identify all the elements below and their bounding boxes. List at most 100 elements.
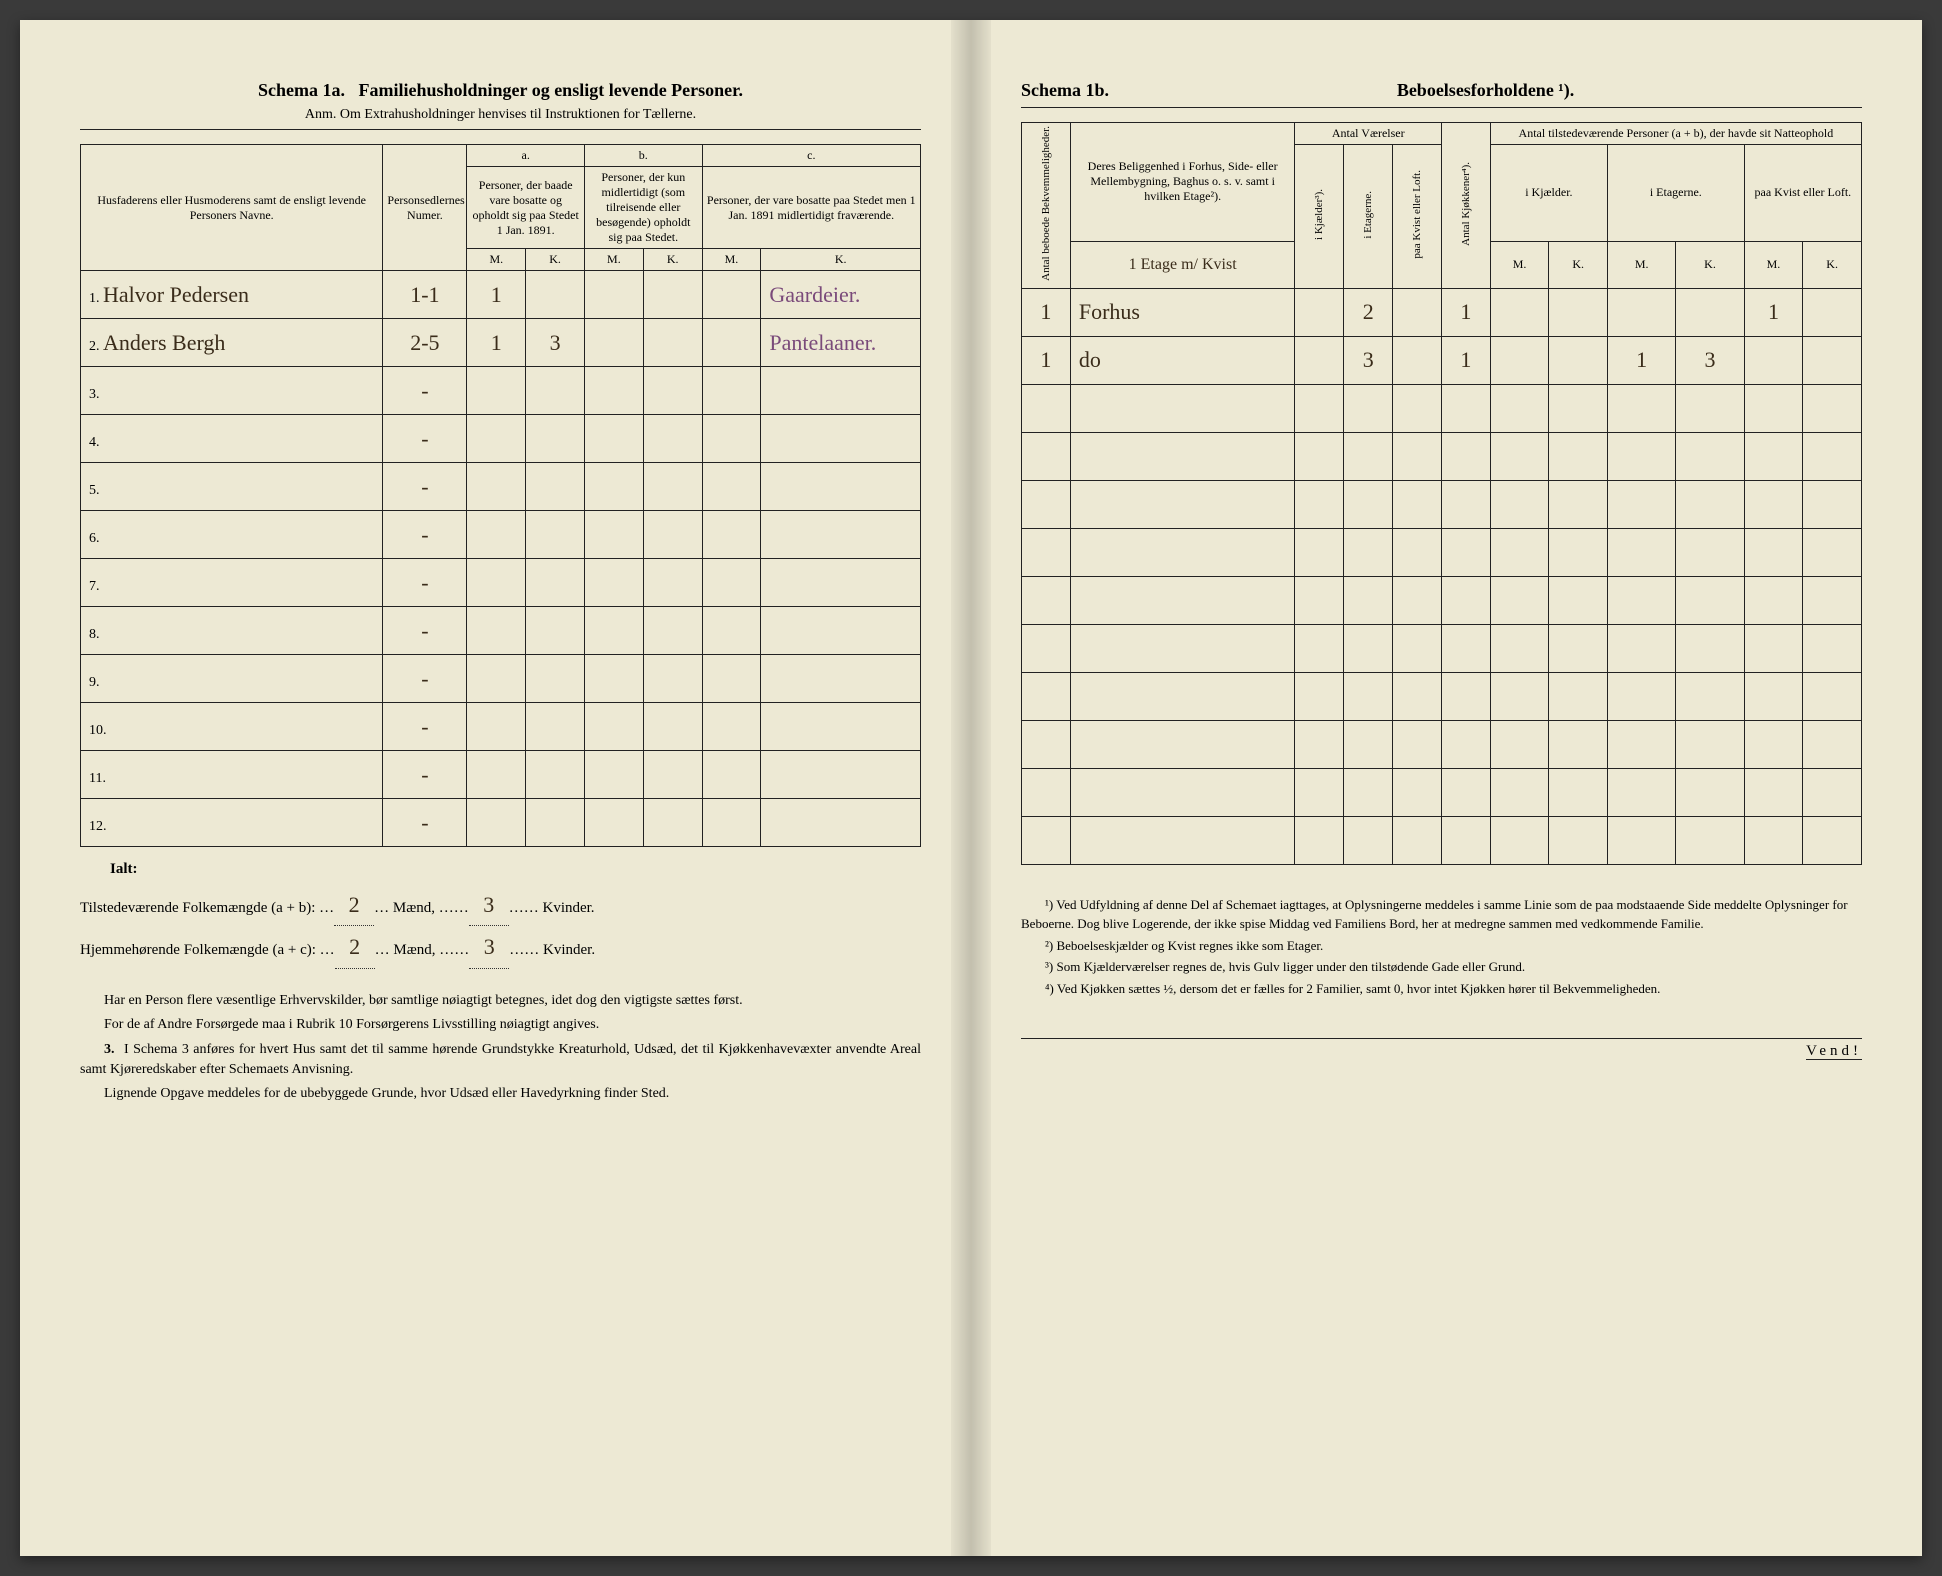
note-p2: For de af Andre Forsørgede maa i Rubrik …: [80, 1015, 921, 1035]
cell-kj: [1295, 672, 1344, 720]
cell-belig: [1070, 672, 1295, 720]
row-bk: [643, 799, 702, 847]
cell-belig: do: [1070, 336, 1295, 384]
row-name: 4.: [81, 415, 383, 463]
cell-kj: [1295, 528, 1344, 576]
cell-kj: [1295, 624, 1344, 672]
cell-bk: [1022, 528, 1071, 576]
hjem-m: 2: [335, 926, 375, 969]
hdr-pkjk: K.: [1549, 241, 1608, 288]
row-bk: [643, 271, 702, 319]
hdr-names: Husfaderens eller Husmoderens samt de en…: [81, 145, 383, 271]
cell-et: [1344, 672, 1393, 720]
row-num: -: [383, 703, 467, 751]
cell-pkjm: [1490, 624, 1549, 672]
row-ak: [526, 271, 585, 319]
table-row: [1022, 480, 1862, 528]
schema-1b-table: Antal beboede Bekvemmeligheder. Deres Be…: [1021, 122, 1862, 865]
table-row: 1do3113: [1022, 336, 1862, 384]
cell-petk: [1676, 672, 1744, 720]
row-note: [761, 511, 921, 559]
hdr-et: i Etagerne.: [1344, 145, 1393, 289]
cell-kk: 1: [1441, 336, 1490, 384]
cell-pkjk: [1549, 480, 1608, 528]
cell-bk: 1: [1022, 336, 1071, 384]
cell-pkjm: [1490, 288, 1549, 336]
cell-kv: [1393, 576, 1442, 624]
row-note: [761, 415, 921, 463]
row-bm: [584, 319, 643, 367]
tilst-k: 3: [469, 884, 509, 927]
row-bm: [584, 751, 643, 799]
cell-bk: [1022, 432, 1071, 480]
cell-et: [1344, 576, 1393, 624]
cell-kj: [1295, 384, 1344, 432]
cell-et: 2: [1344, 288, 1393, 336]
cell-pkjk: [1549, 768, 1608, 816]
table-row: 6. -: [81, 511, 921, 559]
row-ak: 3: [526, 319, 585, 367]
cell-et: [1344, 432, 1393, 480]
cell-kj: [1295, 336, 1344, 384]
ialt-label: Ialt:: [110, 861, 138, 877]
row-bm: [584, 799, 643, 847]
hdr-pkvk: K.: [1803, 241, 1862, 288]
totals-line-2: Hjemmehørende Folkemængde (a + c): …2… M…: [80, 926, 921, 969]
cell-pkvm: [1744, 336, 1803, 384]
cell-kk: [1441, 432, 1490, 480]
note-p4: Lignende Opgave meddeles for de ubebygge…: [80, 1084, 921, 1104]
row-bm: [584, 607, 643, 655]
cell-bk: [1022, 576, 1071, 624]
cell-kk: [1441, 672, 1490, 720]
cell-kv: [1393, 336, 1442, 384]
table-row: 7. -: [81, 559, 921, 607]
cell-belig: [1070, 480, 1295, 528]
cell-pkjk: [1549, 384, 1608, 432]
left-page: Schema 1a. Familiehusholdninger og ensli…: [20, 20, 971, 1556]
table-row: [1022, 816, 1862, 864]
tilst-m: 2: [334, 884, 374, 927]
cell-pkjm: [1490, 576, 1549, 624]
cell-bk: [1022, 672, 1071, 720]
cell-kv: [1393, 384, 1442, 432]
cell-kk: [1441, 816, 1490, 864]
table-row: [1022, 672, 1862, 720]
hdr-b-text: Personer, der kun midlertidigt (som tilr…: [584, 167, 702, 249]
cell-petm: [1607, 720, 1675, 768]
cell-pkvk: [1803, 528, 1862, 576]
row-name: 7.: [81, 559, 383, 607]
totals-line-1: Tilstedeværende Folkemængde (a + b): …2……: [80, 884, 921, 927]
cell-petm: 1: [1607, 336, 1675, 384]
cell-kv: [1393, 816, 1442, 864]
cell-pkjk: [1549, 672, 1608, 720]
row-cm: [702, 463, 761, 511]
row-bm: [584, 655, 643, 703]
row-cm: [702, 799, 761, 847]
cell-et: 3: [1344, 336, 1393, 384]
hdr-ak: K.: [526, 249, 585, 271]
row-ak: [526, 751, 585, 799]
footnote-2: ²) Beboelseskjælder og Kvist regnes ikke…: [1021, 936, 1862, 956]
table-row: [1022, 720, 1862, 768]
cell-pkvm: [1744, 528, 1803, 576]
cell-et: [1344, 384, 1393, 432]
cell-pkjm: [1490, 672, 1549, 720]
cell-pkjm: [1490, 816, 1549, 864]
table-row: 10. -: [81, 703, 921, 751]
table-row: 5. -: [81, 463, 921, 511]
cell-petk: [1676, 624, 1744, 672]
hdr-c-text: Personer, der vare bosatte paa Stedet me…: [702, 167, 920, 249]
row-note: [761, 559, 921, 607]
cell-kk: 1: [1441, 288, 1490, 336]
left-title: Schema 1a. Familiehusholdninger og ensli…: [80, 80, 921, 101]
hdr-pkvm: M.: [1744, 241, 1803, 288]
cell-kv: [1393, 624, 1442, 672]
cell-bk: [1022, 768, 1071, 816]
cell-et: [1344, 720, 1393, 768]
cell-pkjk: [1549, 816, 1608, 864]
cell-petk: [1676, 528, 1744, 576]
row-bk: [643, 607, 702, 655]
left-title-text: Familiehusholdninger og ensligt levende …: [358, 80, 743, 100]
hdr-pet: i Etagerne.: [1607, 145, 1744, 242]
hdr-belig: Deres Beliggenhed i Forhus, Side- eller …: [1070, 123, 1295, 242]
